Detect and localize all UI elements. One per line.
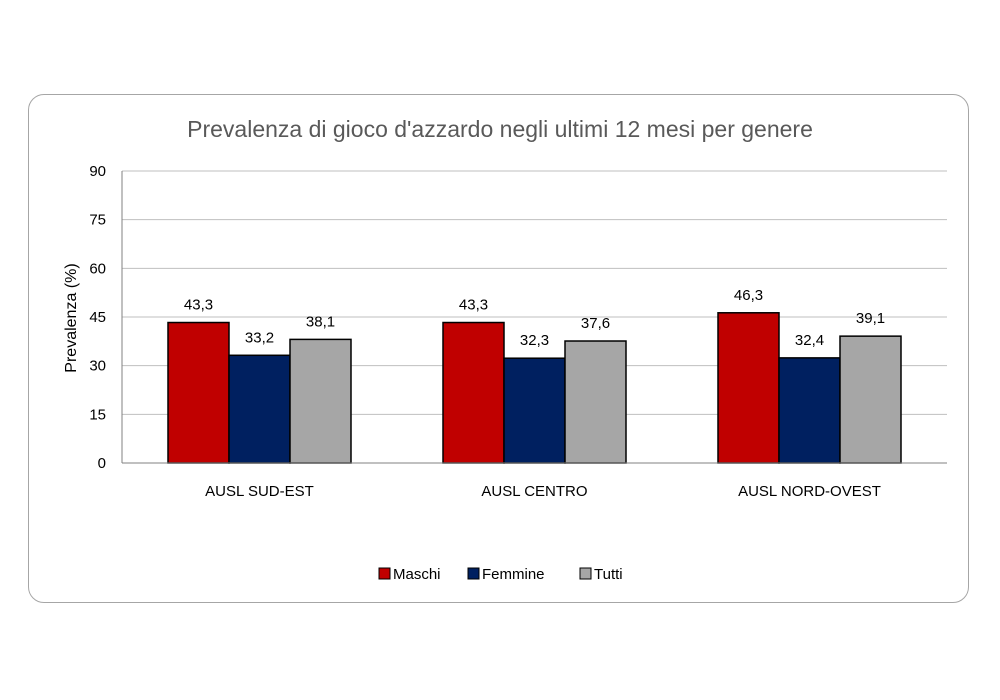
y-tick-label: 75: [89, 212, 106, 229]
data-label: 43,3: [184, 297, 213, 314]
data-label: 39,1: [856, 310, 885, 327]
data-label: 32,4: [795, 332, 824, 349]
data-labels: 43,3 33,2 38,1 43,3 32,3 37,6 46,3 32,4 39,1: [184, 287, 885, 349]
y-tick-label: 90: [89, 163, 106, 180]
data-label: 32,3: [520, 332, 549, 349]
data-label: 46,3: [734, 287, 763, 304]
axes: 0 15 30 45 60 75 90 AUSL SUD-EST AUSL CENTRO AUSL…: [89, 163, 947, 500]
legend-swatch-tutti: [579, 567, 592, 580]
y-tick-label: 0: [98, 455, 106, 472]
bar-femmine-2: [503, 357, 566, 464]
x-tick-label: AUSL SUD-EST: [205, 483, 314, 500]
y-tick-label: 15: [89, 406, 106, 423]
data-label: 33,2: [245, 329, 274, 346]
legend-label-tutti: Tutti: [594, 566, 623, 583]
legend-swatch-maschi: [378, 567, 391, 580]
legend-swatch-femmine: [467, 567, 480, 580]
data-label: 38,1: [306, 313, 335, 330]
data-label: 37,6: [581, 315, 610, 332]
y-tick-label: 30: [89, 358, 106, 375]
bar-tutti-1: [289, 338, 352, 464]
bar-tutti-3: [839, 335, 902, 464]
x-tick-label: AUSL CENTRO: [481, 483, 587, 500]
legend: Maschi Femmine Tutti: [378, 566, 623, 583]
x-tick-label: AUSL NORD-OVEST: [738, 483, 881, 500]
chart-title: Prevalenza di gioco d'azzardo negli ulti…: [187, 116, 813, 142]
bar-maschi-1: [167, 321, 230, 464]
bar-femmine-3: [778, 357, 841, 464]
bar-femmine-1: [228, 354, 291, 464]
data-label: 43,3: [459, 297, 488, 314]
bars: [167, 312, 902, 464]
bar-maschi-3: [717, 312, 780, 464]
y-axis-label: Prevalenza (%): [63, 263, 80, 372]
y-tick-label: 45: [89, 309, 106, 326]
legend-label-maschi: Maschi: [393, 566, 441, 583]
bar-tutti-2: [564, 340, 627, 464]
legend-label-femmine: Femmine: [482, 566, 545, 583]
bar-maschi-2: [442, 321, 505, 464]
y-tick-label: 60: [89, 260, 106, 277]
